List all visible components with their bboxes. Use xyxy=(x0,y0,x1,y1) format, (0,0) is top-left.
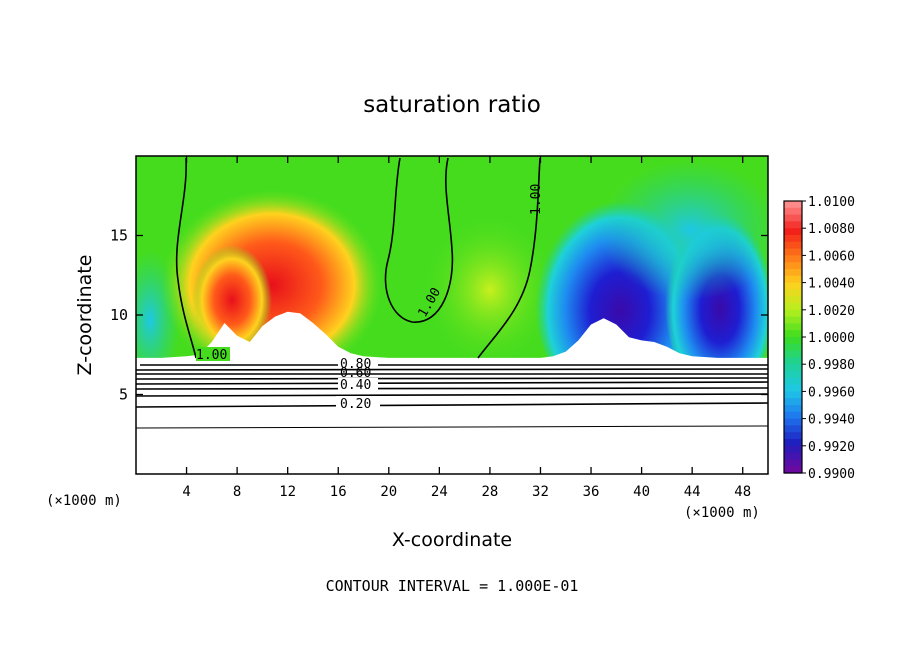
colorbar-swatch xyxy=(784,201,802,209)
colorbar-swatch xyxy=(784,384,802,392)
field-yellowish-core xyxy=(420,210,560,370)
contour-line xyxy=(136,368,768,371)
colorbar-swatch xyxy=(784,316,802,324)
y-axis-label: Z-coordinate xyxy=(74,255,96,376)
colorbar-swatch xyxy=(784,405,802,413)
field-layer xyxy=(136,156,768,474)
contour-line xyxy=(136,425,768,429)
contour-line xyxy=(136,387,768,390)
colorbar-label: 0.9960 xyxy=(808,385,855,400)
colorbar-swatch xyxy=(784,248,802,256)
colorbar-swatch xyxy=(784,411,802,420)
x-tick-label: 36 xyxy=(583,484,600,500)
colorbar-label: 1.0100 xyxy=(808,195,855,210)
colorbar-label: 1.0020 xyxy=(808,304,855,319)
contour-label: 1.00 xyxy=(529,184,544,215)
colorbar-swatch xyxy=(784,255,802,263)
contour-label: 1.00 xyxy=(196,348,227,363)
x-axis-ticks: 4 8 12 16 20 24 28 32 36 40 44 48 xyxy=(182,156,751,500)
x-unit-right: (×1000 m) xyxy=(684,505,760,521)
contour-line xyxy=(384,157,454,323)
y-axis-ticks: 5 10 15 xyxy=(110,227,768,404)
x-tick-label: 44 xyxy=(684,484,701,500)
colorbar-swatch xyxy=(784,289,802,297)
colorbar-swatch xyxy=(784,303,802,311)
x-tick-label: 28 xyxy=(481,484,498,500)
contour-label: 0.60 xyxy=(340,366,371,381)
colorbar-swatch xyxy=(784,357,802,365)
colorbar: 1.0100 1.0080 1.0060 1.0040 1.0020 1.0000 0.99… xyxy=(783,195,855,482)
colorbar-swatch xyxy=(784,398,802,406)
colorbar-swatch xyxy=(784,459,802,467)
colorbar-swatch xyxy=(784,350,802,358)
colorbar-swatch xyxy=(784,432,802,440)
colorbar-swatch xyxy=(784,425,802,433)
y-tick-label: 15 xyxy=(110,227,128,245)
x-tick-label: 32 xyxy=(532,484,549,500)
contour-label: 0.20 xyxy=(340,397,371,412)
colorbar-swatch xyxy=(784,221,802,229)
colorbar-swatch xyxy=(784,418,802,426)
y-tick-label: 5 xyxy=(119,386,128,404)
colorbar-swatch xyxy=(784,282,802,290)
colorbar-swatch xyxy=(784,391,802,399)
chart-title: saturation ratio xyxy=(363,92,541,118)
terrain-mask xyxy=(136,311,768,474)
x-tick-label: 12 xyxy=(279,484,296,500)
colorbar-swatch xyxy=(784,371,802,379)
field-supersaturation-core xyxy=(192,245,272,355)
x-axis-label: X-coordinate xyxy=(392,529,512,551)
x-tick-label: 48 xyxy=(734,484,751,500)
colorbar-swatch xyxy=(784,214,802,222)
colorbar-label: 1.0080 xyxy=(808,222,855,237)
contour-line xyxy=(136,377,768,380)
colorbar-label: 1.0040 xyxy=(808,277,855,292)
colorbar-swatch xyxy=(784,445,802,454)
colorbar-swatch xyxy=(784,296,802,304)
x-unit-left: (×1000 m) xyxy=(46,493,122,509)
colorbar-swatch xyxy=(784,309,802,318)
colorbar-swatch xyxy=(784,235,802,243)
colorbar-swatch xyxy=(784,337,802,345)
x-tick-label: 20 xyxy=(380,484,397,500)
contour-label: 0.80 xyxy=(340,357,371,372)
x-tick-label: 8 xyxy=(233,484,241,500)
colorbar-swatch xyxy=(784,377,802,386)
colorbar-swatch xyxy=(784,466,802,474)
field-cyan-right xyxy=(600,160,768,300)
colorbar-swatch xyxy=(784,343,802,352)
contour-line xyxy=(136,402,768,408)
contour-line xyxy=(136,381,768,385)
colorbar-label: 0.9900 xyxy=(808,467,855,482)
colorbar-swatch xyxy=(784,269,802,277)
x-tick-label: 40 xyxy=(633,484,650,500)
colorbar-swatch xyxy=(784,241,802,250)
contour-labels: 1.00 1.00 1.00 0.80 0.60 0.40 0.20 xyxy=(196,184,544,412)
colorbar-label: 0.9980 xyxy=(808,358,855,373)
x-tick-label: 24 xyxy=(431,484,448,500)
contour-label: 0.40 xyxy=(340,378,371,393)
colorbar-swatch xyxy=(784,228,802,236)
colorbar-label: 1.0060 xyxy=(808,249,855,264)
colorbar-label: 0.9940 xyxy=(808,413,855,428)
colorbar-swatch xyxy=(784,207,802,216)
x-tick-label: 4 xyxy=(182,484,190,500)
colorbar-swatch xyxy=(784,452,802,460)
contour-interval-note: CONTOUR INTERVAL = 1.000E-01 xyxy=(326,577,579,595)
y-tick-label: 10 xyxy=(110,306,128,324)
colorbar-swatch xyxy=(784,330,802,338)
colorbar-label: 1.0000 xyxy=(808,331,855,346)
contour-lines xyxy=(136,157,768,429)
contour-line xyxy=(477,157,541,359)
contour-line xyxy=(136,393,768,397)
colorbar-swatch xyxy=(784,275,802,284)
colorbar-swatch xyxy=(784,364,802,372)
x-tick-label: 16 xyxy=(330,484,347,500)
colorbar-label: 0.9920 xyxy=(808,440,855,455)
colorbar-swatch xyxy=(784,262,802,270)
contour-line xyxy=(175,157,197,359)
colorbar-swatch xyxy=(784,323,802,331)
colorbar-swatch xyxy=(784,439,802,447)
